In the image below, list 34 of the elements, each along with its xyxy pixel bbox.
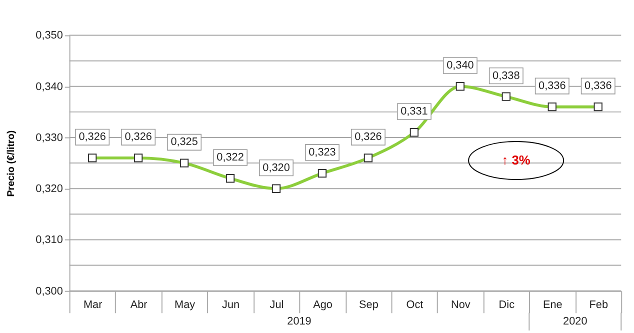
data-label: 0,326 <box>124 131 152 144</box>
data-label: 0,336 <box>538 80 566 92</box>
text: 2020 <box>563 316 588 328</box>
y-tick-label: 0,310 <box>36 234 63 246</box>
x-tick-label: Jun <box>222 299 240 312</box>
annotation: ↑ 3% <box>502 152 531 168</box>
data-label: 0,325 <box>170 136 198 148</box>
x-tick-label: May <box>174 299 196 312</box>
y-tick-label: 0,330 <box>36 132 63 144</box>
y-tick-label: 0,320 <box>36 183 63 196</box>
data-label: 0,326 <box>354 131 382 144</box>
x-tick-label: Ago <box>313 299 332 312</box>
text: 2019 <box>287 316 312 328</box>
x-tick-label: Abr <box>130 299 148 312</box>
y-tick-label: 0,300 <box>36 285 63 298</box>
x-tick-label: Sep <box>359 299 378 312</box>
data-label: 0,322 <box>216 152 244 164</box>
y-tick-label: 0,350 <box>36 30 63 42</box>
data-label: 0,338 <box>492 70 520 82</box>
data-label: 0,340 <box>446 60 474 72</box>
x-tick-label: Feb <box>589 299 608 312</box>
y-axis-title: Precio (€/litro) <box>6 130 17 197</box>
data-label: 0,331 <box>400 106 428 118</box>
x-tick-label: Jul <box>270 299 284 312</box>
x-tick-label: Mar <box>83 299 103 312</box>
y-tick-label: 0,340 <box>36 80 63 93</box>
data-label: 0,323 <box>308 146 336 158</box>
x-tick-label: Oct <box>406 299 424 312</box>
x-tick-label: Nov <box>451 299 471 312</box>
x-tick-label: Ene <box>542 299 562 312</box>
data-label: 0,320 <box>262 162 290 174</box>
data-label: 0,336 <box>584 80 612 92</box>
data-label: 0,326 <box>78 131 106 144</box>
x-tick-label: Dic <box>498 299 516 312</box>
